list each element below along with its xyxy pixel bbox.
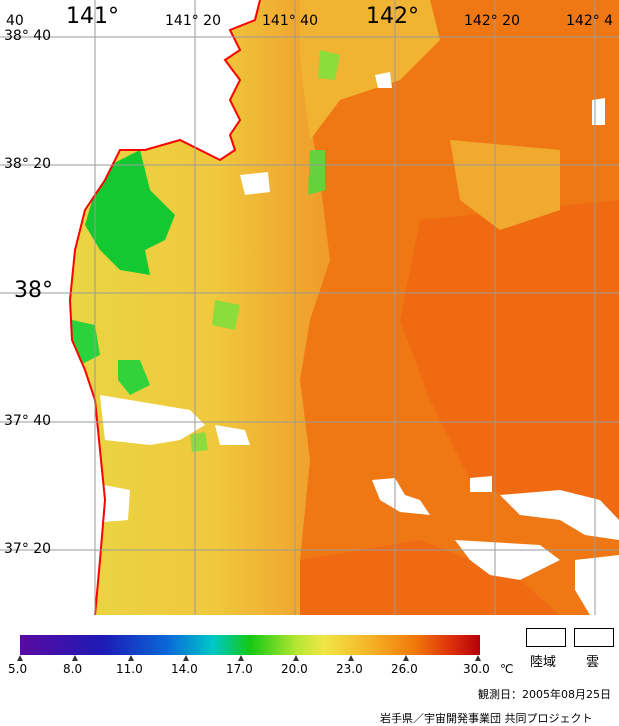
cloud-legend-label: 雲	[586, 655, 600, 670]
longitude-label: 141° 40	[262, 13, 318, 29]
warmer-water-region	[400, 200, 619, 540]
cool-water-patch	[212, 300, 240, 330]
sea-surface-temperature-map	[0, 0, 619, 615]
cloud-patch	[592, 98, 605, 125]
longitude-label: 142° 20	[464, 13, 520, 29]
latitude-label: 38°	[14, 278, 53, 303]
land-legend-label: 陸域	[530, 655, 557, 670]
colorbar-tick	[293, 655, 299, 661]
latitude-label: 37° 40	[4, 413, 52, 429]
cloud-patch	[500, 490, 619, 540]
colorbar-tick	[128, 655, 134, 661]
longitude-label: 141°	[66, 4, 119, 29]
cool-water-patch	[308, 150, 325, 195]
colorbar-tick-label: 20.0	[281, 662, 308, 676]
colorbar-tick-label: 8.0	[63, 662, 83, 676]
colorbar-tick-label: 30.0	[463, 662, 490, 676]
colorbar-tick-label: 14.0	[171, 662, 198, 676]
cloud-patch	[100, 395, 205, 445]
temperature-colorbar	[20, 635, 480, 655]
cloud-patch	[215, 425, 250, 445]
land-area	[0, 0, 260, 615]
colorbar-tick-label: 5.0	[8, 662, 28, 676]
cloud-patch	[240, 172, 270, 195]
cool-water-patch	[85, 150, 175, 275]
colorbar-tick	[238, 655, 244, 661]
mild-water-patch	[450, 140, 560, 230]
observation-date: 観測日：2005年08月25日	[478, 688, 611, 701]
colorbar-tick	[17, 655, 23, 661]
longitude-label: 142°	[366, 4, 419, 29]
mild-water-patch	[300, 0, 440, 140]
colorbar-tick-label: 11.0	[116, 662, 143, 676]
cool-water-patch	[190, 432, 208, 452]
longitude-label: 141° 20	[165, 13, 221, 29]
colorbar-tick	[72, 655, 78, 661]
colorbar-tick-label: 23.0	[336, 662, 363, 676]
cool-water-patch	[318, 50, 340, 80]
longitude-label: 142° 4	[566, 13, 614, 29]
cloud-legend-swatch	[574, 628, 614, 647]
cool-water-patch	[118, 360, 150, 395]
cloud-patch	[470, 476, 492, 492]
colorbar-tick-label: 17.0	[226, 662, 253, 676]
latitude-label: 37° 20	[4, 541, 52, 557]
colorbar-tick-label: 26.0	[391, 662, 418, 676]
cloud-patch	[372, 478, 430, 515]
longitude-label: 40	[6, 13, 24, 29]
colorbar-tick	[475, 655, 481, 661]
land-legend-swatch	[526, 628, 566, 647]
cloud-patch	[575, 555, 619, 615]
credit-line: 岩手県／宇宙開発事業団 共同プロジェクト	[380, 712, 593, 725]
colorbar-tick	[183, 655, 189, 661]
cloud-patch	[104, 485, 130, 522]
cloud-patch	[375, 72, 392, 88]
colorbar-tick	[348, 655, 354, 661]
colorbar-tick	[403, 655, 409, 661]
latitude-label: 38° 40	[4, 28, 52, 44]
colorbar-unit: ℃	[500, 662, 514, 676]
latitude-label: 38° 20	[4, 156, 52, 172]
graticule	[0, 0, 619, 615]
